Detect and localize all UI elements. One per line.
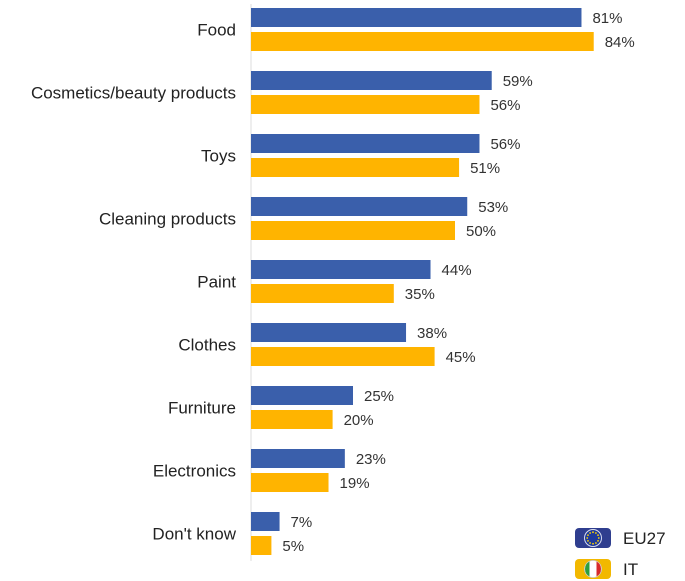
eu-star-icon <box>592 542 594 545</box>
bar-it-electronics <box>251 473 329 492</box>
category-label-electronics: Electronics <box>153 462 236 481</box>
value-label-eu27-paint: 44% <box>442 262 472 279</box>
eu-star-icon <box>586 537 589 539</box>
category-label-clothes: Clothes <box>178 336 236 355</box>
value-label-it-toys: 51% <box>470 160 500 177</box>
eu-star-icon <box>592 531 594 534</box>
bar-it-cosmetics-beauty-products <box>251 95 480 114</box>
eu-star-icon <box>597 534 599 536</box>
value-label-eu27-toys: 56% <box>490 136 520 153</box>
bar-eu27-food <box>251 8 582 27</box>
legend-label-eu27: EU27 <box>623 529 666 548</box>
value-label-it-clothes: 45% <box>446 349 476 366</box>
category-label-paint: Paint <box>197 273 236 292</box>
bar-it-clothes <box>251 347 435 366</box>
italy-flag-icon <box>575 559 611 579</box>
value-label-it-food: 84% <box>605 34 635 51</box>
value-label-it-electronics: 19% <box>340 475 370 492</box>
value-label-eu27-electronics: 23% <box>356 451 386 468</box>
bar-it-paint <box>251 284 394 303</box>
eu-star-icon <box>595 532 597 534</box>
category-label-furniture: Furniture <box>168 399 236 418</box>
category-label-cosmetics-beauty-products: Cosmetics/beauty products <box>31 84 236 103</box>
value-label-it-cosmetics-beauty-products: 56% <box>490 97 520 114</box>
eu-star-icon <box>589 532 591 534</box>
value-label-eu27-don-t-know: 7% <box>291 514 313 531</box>
value-label-eu27-cleaning-products: 53% <box>478 199 508 216</box>
bar-eu27-cosmetics-beauty-products <box>251 71 492 90</box>
bar-it-toys <box>251 158 460 177</box>
eu-star-icon <box>587 540 589 542</box>
legend-item-it: IT <box>575 559 638 579</box>
legend: EU27 IT <box>575 528 666 579</box>
value-label-it-cleaning-products: 50% <box>466 223 496 240</box>
category-label-food: Food <box>197 21 236 40</box>
value-label-it-don-t-know: 5% <box>282 538 304 555</box>
category-label-cleaning-products: Cleaning products <box>99 210 236 229</box>
plot-area: Food 81% 84% Cosmetics/beauty products 59% 56… <box>31 4 635 561</box>
eu-star-icon <box>595 542 597 544</box>
bar-it-cleaning-products <box>251 221 455 240</box>
value-label-eu27-food: 81% <box>592 10 622 27</box>
value-label-eu27-furniture: 25% <box>364 388 394 405</box>
value-label-it-furniture: 20% <box>344 412 374 429</box>
legend-label-it: IT <box>623 560 638 579</box>
bar-eu27-furniture <box>251 386 353 405</box>
bar-eu27-cleaning-products <box>251 197 468 216</box>
category-label-don-t-know: Don't know <box>152 525 236 544</box>
eu-star-icon <box>597 540 599 542</box>
bar-eu27-clothes <box>251 323 407 342</box>
eu-star-icon <box>589 542 591 544</box>
eu-flag-icon <box>575 528 611 548</box>
bar-eu27-electronics <box>251 449 345 468</box>
bar-eu27-paint <box>251 260 431 279</box>
eu-star-icon <box>587 534 589 536</box>
value-label-it-paint: 35% <box>405 286 435 303</box>
value-label-eu27-clothes: 38% <box>417 325 447 342</box>
bar-it-furniture <box>251 410 333 429</box>
category-label-toys: Toys <box>201 147 236 166</box>
eu-star-icon <box>597 537 600 539</box>
bar-it-don-t-know <box>251 536 272 555</box>
bar-it-food <box>251 32 594 51</box>
legend-item-eu27: EU27 <box>575 528 666 548</box>
value-label-eu27-cosmetics-beauty-products: 59% <box>503 73 533 90</box>
bar-eu27-toys <box>251 134 480 153</box>
bar-eu27-don-t-know <box>251 512 280 531</box>
